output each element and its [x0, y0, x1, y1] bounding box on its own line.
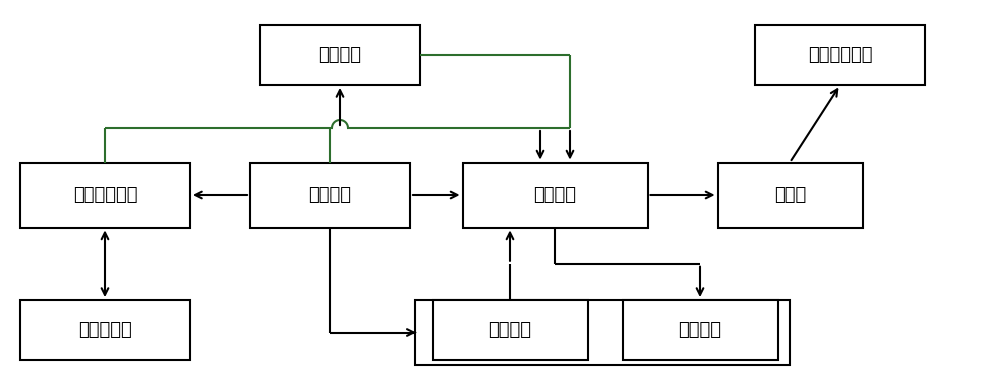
Bar	[755, 25, 925, 85]
Text: 控制器: 控制器	[774, 186, 806, 204]
Bar	[250, 163, 410, 228]
Text: 采集模块: 采集模块	[318, 46, 362, 64]
Bar	[20, 300, 190, 360]
Text: 串口通信模块: 串口通信模块	[73, 186, 137, 204]
Bar	[432, 300, 588, 360]
Bar	[718, 163, 862, 228]
Text: 显示模块: 显示模块	[488, 321, 532, 339]
Text: 上位机软件: 上位机软件	[78, 321, 132, 339]
Text: 操作模块: 操作模块	[678, 321, 722, 339]
Bar	[20, 163, 190, 228]
Bar	[622, 300, 778, 360]
Bar	[462, 163, 648, 228]
Text: 电源模块: 电源模块	[308, 186, 352, 204]
Bar	[415, 300, 790, 365]
Text: 主控模块: 主控模块	[534, 186, 576, 204]
Bar	[260, 25, 420, 85]
Text: 加热输出模块: 加热输出模块	[808, 46, 872, 64]
